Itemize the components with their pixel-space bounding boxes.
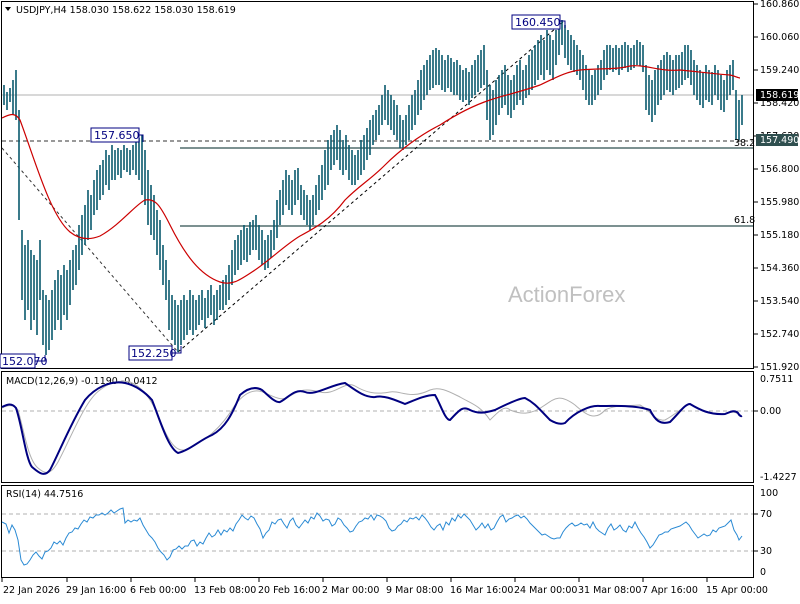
svg-text:155.180: 155.180 xyxy=(760,230,799,241)
fib-382-label: 38.2 xyxy=(734,138,755,149)
label-152070: 152.070 xyxy=(0,353,48,369)
svg-text:22 Jan 2026: 22 Jan 2026 xyxy=(3,585,60,596)
svg-text:0.7511: 0.7511 xyxy=(760,374,793,385)
svg-text:15 Apr 00:00: 15 Apr 00:00 xyxy=(706,585,768,596)
svg-text:151.920: 151.920 xyxy=(760,362,799,373)
price-axis: 160.860 160.060 159.240 158.420 157.620 … xyxy=(754,0,799,373)
svg-text:30: 30 xyxy=(760,546,772,557)
current-price-badge xyxy=(756,89,798,101)
svg-text:29 Jan 16:00: 29 Jan 16:00 xyxy=(66,585,126,596)
fib-price-badge xyxy=(756,134,798,146)
rsi-label: RSI(14) 44.7516 xyxy=(6,489,83,500)
header-text: USDJPY,H4 158.030 158.622 158.030 158.61… xyxy=(16,5,236,16)
label-160450: 160.450 xyxy=(511,14,566,30)
fib-price-value: 157.490 xyxy=(760,135,799,146)
watermark: ActionForex xyxy=(508,282,625,307)
svg-text:6 Feb 00:00: 6 Feb 00:00 xyxy=(130,585,186,596)
svg-text:156.800: 156.800 xyxy=(760,164,799,175)
time-axis: 22 Jan 2026 29 Jan 16:00 6 Feb 00:00 13 … xyxy=(1,578,768,596)
label-157650: 157.650 xyxy=(90,127,144,143)
svg-text:20 Feb 16:00: 20 Feb 16:00 xyxy=(258,585,320,596)
macd-panel[interactable] xyxy=(1,371,754,483)
svg-text:13 Feb 08:00: 13 Feb 08:00 xyxy=(194,585,256,596)
macd-signal-line xyxy=(1,380,743,473)
svg-text:158.420: 158.420 xyxy=(760,98,799,109)
triangle-down-icon xyxy=(5,7,11,11)
macd-axis: 0.7511 0.00 -1.4227 xyxy=(754,374,797,483)
svg-text:16 Mar 16:00: 16 Mar 16:00 xyxy=(450,585,513,596)
price-bars xyxy=(3,20,743,355)
fib-618-label: 61.8 xyxy=(734,215,755,226)
trendline-down xyxy=(1,147,179,353)
chart-header: USDJPY,H4 158.030 158.622 158.030 158.61… xyxy=(5,5,236,16)
svg-text:153.540: 153.540 xyxy=(760,296,799,307)
svg-text:157.650: 157.650 xyxy=(94,129,140,142)
macd-label: MACD(12,26,9) -0.1190 -0.0412 xyxy=(6,376,158,387)
svg-text:152.250: 152.250 xyxy=(131,347,177,360)
moving-average-line xyxy=(1,65,741,284)
svg-text:152.740: 152.740 xyxy=(760,329,799,340)
rsi-panel[interactable] xyxy=(1,485,754,578)
svg-text:7 Apr 16:00: 7 Apr 16:00 xyxy=(642,585,698,596)
svg-text:154.360: 154.360 xyxy=(760,263,799,274)
svg-text:70: 70 xyxy=(760,509,772,520)
svg-text:24 Mar 00:00: 24 Mar 00:00 xyxy=(514,585,577,596)
svg-text:160.450: 160.450 xyxy=(515,16,561,29)
svg-text:0: 0 xyxy=(760,567,766,578)
rsi-line xyxy=(1,507,743,566)
svg-text:155.980: 155.980 xyxy=(760,197,799,208)
rsi-axis: 100 70 30 0 xyxy=(754,488,778,578)
svg-text:-1.4227: -1.4227 xyxy=(760,472,797,483)
svg-text:160.060: 160.060 xyxy=(760,32,799,43)
label-152250: 152.250 xyxy=(128,345,182,361)
macd-main-line xyxy=(1,381,743,475)
svg-text:160.860: 160.860 xyxy=(760,0,799,10)
svg-text:0.00: 0.00 xyxy=(760,406,781,417)
svg-text:100: 100 xyxy=(760,488,778,499)
svg-text:2 Mar 00:00: 2 Mar 00:00 xyxy=(322,585,379,596)
svg-text:152.070: 152.070 xyxy=(2,355,48,368)
svg-text:9 Mar 08:00: 9 Mar 08:00 xyxy=(386,585,443,596)
current-price-value: 158.619 xyxy=(760,90,799,101)
svg-text:159.240: 159.240 xyxy=(760,65,799,76)
svg-text:31 Mar 08:00: 31 Mar 08:00 xyxy=(578,585,641,596)
